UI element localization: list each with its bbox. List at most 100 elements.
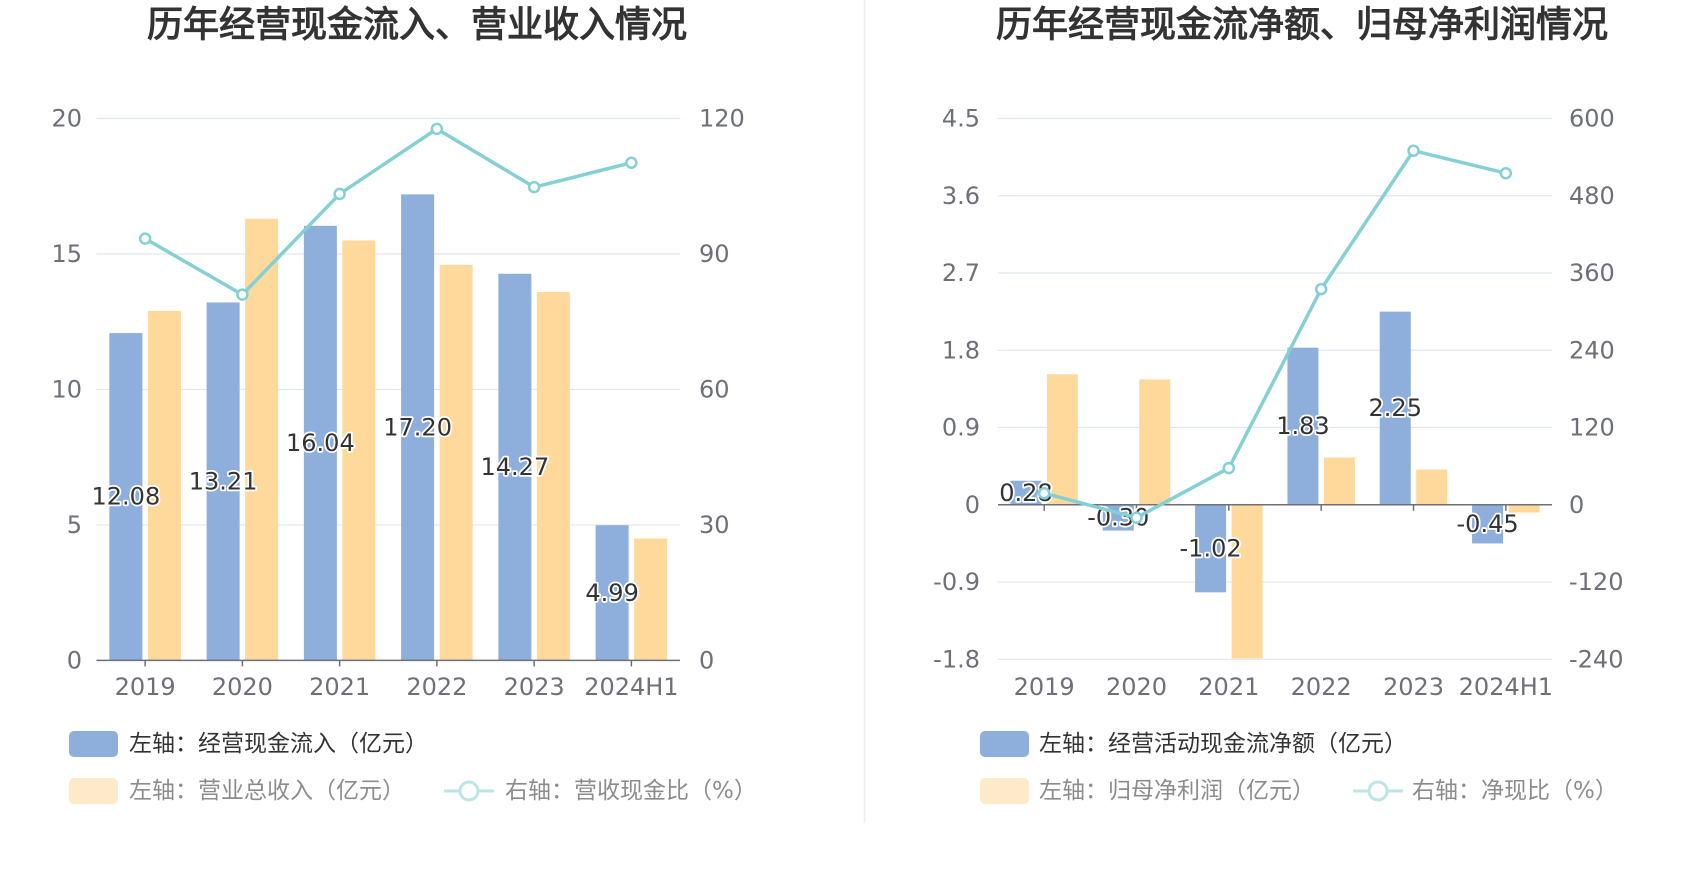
legend-item-cash-revenue-ratio[interactable]: 右轴：营收现金比（%） [444, 778, 757, 804]
y-left-tick-label: 4.5 [942, 105, 980, 133]
bar [303, 225, 337, 661]
bar [1472, 504, 1504, 544]
chart-net-cashflow-net-profit: 历年经营现金流净额、归母净利润情况 -1.8 -0.9 0 0.9 1.8 2.7 3.6 4… [933, 4, 1623, 804]
line-point [430, 122, 444, 136]
y-left-tick-label: -1.8 [933, 645, 980, 673]
y-right-tick-label: 60 [699, 375, 730, 403]
y-right-tick-label: 0 [699, 646, 714, 674]
line-point [625, 156, 638, 170]
legend-swatch [69, 731, 118, 757]
y-right-tick-label: 240 [1569, 336, 1615, 364]
legend-item-net-profit[interactable]: 左轴：归母净利润（亿元） [980, 778, 1315, 804]
bar [1010, 480, 1042, 505]
x-category-label: 2020 [1106, 673, 1167, 701]
legend-item-revenue[interactable]: 左轴：营业总收入（亿元） [69, 778, 405, 804]
line-point [1407, 144, 1420, 157]
bar [245, 218, 279, 661]
plot-area: -1.8 -0.9 0 0.9 1.8 2.7 3.6 4.5 -240 -120 0 120 240 3… [933, 105, 1623, 702]
line-point [527, 180, 541, 194]
bar-data-label: 12.08 [92, 483, 161, 511]
bar [595, 525, 629, 661]
series-line [143, 127, 634, 297]
x-category-label: 2019 [115, 673, 176, 701]
y-right-tick-label: 480 [1569, 182, 1615, 210]
legend-item-cash-inflow[interactable]: 左轴：经营现金流入（亿元） [69, 731, 428, 757]
x-category-label: 2022 [1291, 673, 1352, 701]
bar [634, 538, 668, 661]
bar [1139, 379, 1171, 505]
y-right-tick-label: 600 [1569, 105, 1615, 133]
line-point [236, 288, 249, 301]
legend: 左轴：经营现金流入（亿元） 左轴：营业总收入（亿元） 右轴：营收现金比（%） [69, 731, 757, 804]
bar [109, 333, 143, 661]
y-right-tick-label: 120 [699, 105, 745, 133]
chart-title: 历年经营现金流入、营业收入情况 [147, 4, 687, 46]
y-right-tick-label: -120 [1569, 568, 1623, 596]
x-category-label: 2024H1 [1459, 673, 1553, 701]
legend-line-icon [444, 780, 494, 802]
y-left-tick-label: 0.9 [942, 414, 980, 442]
line-point [1130, 511, 1143, 524]
legend-label: 左轴：归母净利润（亿元） [1039, 778, 1315, 804]
chart-cash-inflow-revenue: 历年经营现金流入、营业收入情况 0 5 10 15 20 0 30 60 90 120 2019 20… [51, 4, 757, 804]
x-category-label: 2019 [1014, 673, 1075, 701]
legend-label: 右轴：营收现金比（%） [505, 778, 757, 804]
x-category-label: 2021 [1198, 673, 1259, 701]
bar [536, 291, 570, 661]
legend-item-cash-profit-ratio[interactable]: 右轴：净现比（%） [1353, 778, 1618, 804]
line-point [1037, 486, 1051, 500]
bar-data-label: -0.45 [1457, 510, 1519, 538]
y-left-tick-label: 1.8 [942, 336, 980, 364]
bar [1508, 504, 1540, 513]
x-category-label: 2020 [212, 673, 273, 701]
bar [206, 302, 240, 661]
bar-data-label: 13.21 [189, 467, 258, 495]
bar-data-label: 16.04 [286, 429, 355, 457]
line-point [1499, 166, 1513, 180]
y-left-tick-label: 3.6 [942, 182, 980, 210]
bar [147, 310, 181, 661]
x-category-label: 2023 [504, 673, 565, 701]
y-right-tick-label: 30 [699, 511, 730, 539]
bar [1231, 504, 1263, 659]
x-category-label: 2024H1 [584, 673, 678, 701]
legend-label: 左轴：营业总收入（亿元） [129, 778, 405, 804]
legend-line-icon [1353, 780, 1403, 802]
legend-item-net-operating-cashflow[interactable]: 左轴：经营活动现金流净额（亿元） [980, 731, 1407, 757]
bar [498, 273, 532, 661]
bar [1323, 457, 1355, 505]
bar [401, 194, 435, 661]
bar-data-label: 14.27 [481, 453, 550, 481]
bar-data-label: 4.99 [585, 579, 638, 607]
plot-area: 0 5 10 15 20 0 30 60 90 120 2019 2020 2021 2022 2023 20… [51, 105, 744, 702]
y-left-tick-label: 20 [51, 105, 82, 133]
bar [1416, 469, 1448, 505]
x-category-label: 2023 [1383, 673, 1444, 701]
y-right-tick-label: 120 [1569, 414, 1615, 442]
legend-swatch [69, 778, 118, 804]
y-left-tick-label: 10 [51, 375, 82, 403]
legend-label: 左轴：经营现金流入（亿元） [129, 731, 428, 757]
y-right-tick-label: 0 [1569, 491, 1584, 519]
bar [1379, 311, 1411, 505]
x-category-label: 2021 [309, 673, 370, 701]
y-left-tick-label: -0.9 [933, 568, 980, 596]
y-left-tick-label: 0 [67, 646, 82, 674]
legend-marker [1367, 780, 1389, 802]
bar [342, 240, 376, 661]
bar [1195, 504, 1227, 593]
y-left-tick-label: 0 [965, 491, 980, 519]
y-left-tick-label: 2.7 [942, 259, 980, 287]
y-left-tick-label: 5 [67, 511, 82, 539]
line-point [138, 232, 152, 245]
x-category-label: 2022 [406, 673, 467, 701]
bar-data-label: 17.20 [383, 413, 452, 441]
legend-swatch [980, 778, 1029, 804]
bar-data-label: 1.83 [1276, 412, 1329, 440]
legend-label: 右轴：净现比（%） [1412, 778, 1618, 804]
y-left-tick-label: 15 [51, 240, 82, 268]
bar-data-label: -1.02 [1180, 535, 1242, 563]
bar [439, 264, 473, 661]
